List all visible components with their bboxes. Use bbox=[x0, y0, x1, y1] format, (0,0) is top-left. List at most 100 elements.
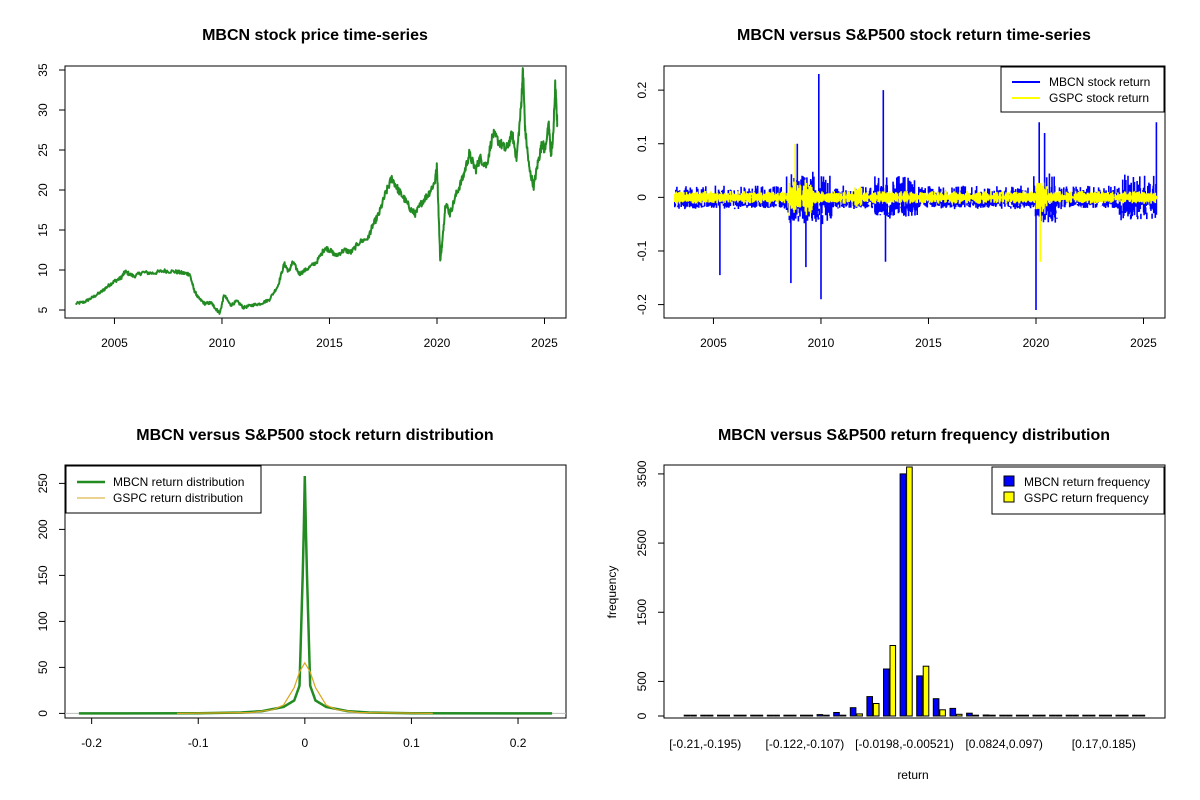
frequency-x-tick-label-4: [0.17,0.185) bbox=[1072, 737, 1136, 751]
returns-legend: MBCN stock return GSPC stock return bbox=[1000, 66, 1165, 113]
y-tick-label-3: 0.1 bbox=[635, 135, 649, 152]
density-series bbox=[65, 475, 566, 715]
bar-mbcn-4 bbox=[750, 714, 757, 717]
legend-swatch-gspc-frequency bbox=[1003, 491, 1015, 503]
x-tick-label-3: 2020 bbox=[1023, 336, 1050, 350]
returns-y-axis: -0.2 -0.1 0 0.1 0.2 bbox=[635, 81, 664, 315]
y-tick-label-0: 5 bbox=[36, 306, 50, 313]
y-tick-label-0: 0 bbox=[635, 712, 649, 719]
y-tick-label-4: 3500 bbox=[635, 460, 649, 487]
bar-gspc-27 bbox=[1138, 714, 1146, 717]
x-tick-label-2: 2015 bbox=[316, 336, 343, 350]
bar-mbcn-13 bbox=[899, 473, 907, 717]
bar-gspc-9 bbox=[839, 714, 847, 717]
frequency-x-tick-label-0: [-0.21,-0.195) bbox=[669, 737, 741, 751]
bar-gspc-7 bbox=[806, 714, 814, 717]
frequency-x-axis: [-0.21,-0.195) [-0.122,-0.107) [-0.0198,-0… bbox=[669, 737, 1136, 751]
returns-title: MBCN versus S&P500 stock return time-ser… bbox=[737, 27, 1091, 44]
bar-mbcn-12 bbox=[883, 668, 890, 717]
bar-mbcn-5 bbox=[766, 714, 774, 717]
bar-mbcn-17 bbox=[966, 712, 973, 717]
bar-mbcn-24 bbox=[1082, 714, 1089, 717]
bar-mbcn-21 bbox=[1032, 714, 1040, 717]
bar-mbcn-22 bbox=[1049, 714, 1056, 717]
returns-legend-box bbox=[1000, 66, 1165, 113]
bar-gspc-15 bbox=[939, 709, 946, 717]
x-tick-label-0: 2005 bbox=[700, 336, 727, 350]
bar-gspc-17 bbox=[972, 714, 980, 717]
frequency-legend-box bbox=[991, 466, 1165, 515]
x-tick-label-2: 0 bbox=[301, 736, 308, 750]
bar-gspc-19 bbox=[1005, 714, 1013, 717]
bar-mbcn-0 bbox=[683, 714, 691, 717]
returns-plot-box bbox=[663, 65, 1166, 319]
price-title: MBCN stock price time-series bbox=[202, 27, 428, 44]
bar-mbcn-15 bbox=[932, 698, 940, 717]
frequency-title: MBCN versus S&P500 return frequency dist… bbox=[718, 427, 1110, 444]
panel-price: MBCN stock price time-series 2005 2010 201… bbox=[36, 27, 567, 350]
bar-mbcn-27 bbox=[1132, 714, 1139, 717]
frequency-plot-box bbox=[663, 464, 1166, 719]
price-line bbox=[75, 67, 559, 315]
bar-gspc-12 bbox=[889, 645, 897, 717]
density-legend: MBCN return distribution GSPC return dis… bbox=[65, 465, 262, 514]
y-tick-label-1: 500 bbox=[635, 671, 649, 691]
y-tick-label-2: 1500 bbox=[635, 599, 649, 626]
y-tick-label-5: 30 bbox=[36, 103, 50, 117]
bar-gspc-8 bbox=[823, 714, 830, 717]
y-tick-label-1: 50 bbox=[36, 660, 50, 674]
bar-gspc-11 bbox=[872, 703, 880, 717]
y-tick-label-3: 2500 bbox=[635, 529, 649, 556]
gspc-density-line bbox=[176, 661, 433, 714]
legend-label-mbcn-frequency: MBCN return frequency bbox=[1024, 475, 1150, 489]
bar-mbcn-16 bbox=[949, 707, 957, 717]
bar-gspc-24 bbox=[1088, 714, 1096, 717]
bar-mbcn-9 bbox=[833, 712, 840, 717]
returns-x-axis: 2005 2010 2015 2020 2025 bbox=[700, 318, 1157, 350]
x-tick-label-3: 2020 bbox=[424, 336, 451, 350]
legend-swatch-mbcn-frequency bbox=[1003, 475, 1015, 487]
price-series bbox=[75, 67, 559, 315]
x-tick-label-1: 2010 bbox=[808, 336, 835, 350]
legend-label-gspc-frequency: GSPC return frequency bbox=[1024, 491, 1149, 505]
frequency-y-axis: 0 500 1500 2500 3500 bbox=[635, 460, 664, 719]
density-plot-box bbox=[64, 464, 567, 719]
y-tick-label-0: 0 bbox=[36, 710, 50, 717]
panel-returns: MBCN versus S&P500 stock return time-ser… bbox=[635, 27, 1166, 350]
x-tick-label-0: 2005 bbox=[101, 336, 128, 350]
bar-gspc-5 bbox=[773, 714, 780, 717]
y-tick-label-2: 100 bbox=[36, 611, 50, 631]
legend-label-mbcn-return: MBCN stock return bbox=[1049, 75, 1150, 89]
bar-gspc-16 bbox=[955, 713, 963, 717]
bar-mbcn-2 bbox=[717, 714, 724, 717]
y-tick-label-4: 25 bbox=[36, 143, 50, 157]
bar-mbcn-23 bbox=[1065, 714, 1073, 717]
gspc-return-line bbox=[674, 143, 1158, 262]
x-tick-label-1: -0.1 bbox=[188, 736, 209, 750]
legend-label-mbcn-density: MBCN return distribution bbox=[113, 475, 244, 489]
bar-gspc-14 bbox=[922, 665, 930, 717]
frequency-xlabel: return bbox=[897, 768, 928, 782]
x-tick-label-2: 2015 bbox=[915, 336, 942, 350]
bar-mbcn-26 bbox=[1115, 714, 1123, 717]
frequency-series bbox=[683, 466, 1146, 717]
bar-gspc-2 bbox=[723, 714, 731, 717]
panel-density: MBCN versus S&P500 stock return distribu… bbox=[36, 427, 567, 750]
density-title: MBCN versus S&P500 stock return distribu… bbox=[136, 427, 493, 444]
density-x-axis: -0.2 -0.1 0 0.1 0.2 bbox=[81, 718, 527, 750]
bar-gspc-21 bbox=[1039, 714, 1046, 717]
bar-mbcn-19 bbox=[999, 714, 1006, 717]
x-tick-label-1: 2010 bbox=[209, 336, 236, 350]
x-tick-label-4: 2025 bbox=[1130, 336, 1157, 350]
price-plot-box bbox=[64, 65, 567, 319]
legend-label-gspc-return: GSPC stock return bbox=[1049, 91, 1149, 105]
y-tick-label-4: 200 bbox=[36, 519, 50, 539]
bar-gspc-20 bbox=[1022, 714, 1030, 717]
y-tick-label-3: 150 bbox=[36, 565, 50, 585]
bar-mbcn-10 bbox=[849, 707, 857, 717]
y-tick-label-2: 15 bbox=[36, 223, 50, 237]
bar-mbcn-1 bbox=[700, 714, 707, 717]
frequency-ylabel: frequency bbox=[605, 566, 619, 619]
bar-gspc-25 bbox=[1105, 714, 1113, 717]
